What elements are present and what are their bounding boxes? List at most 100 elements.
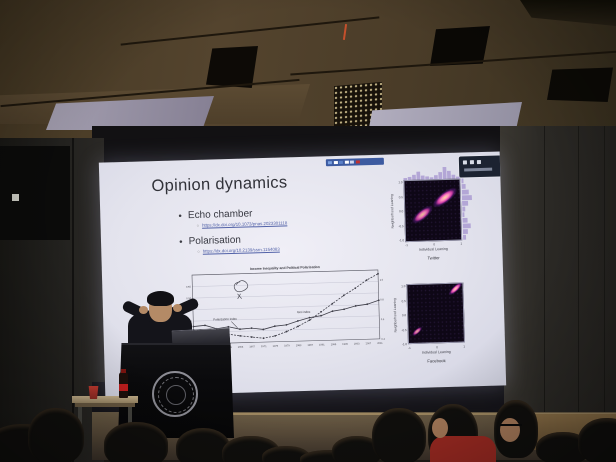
- svg-text:1987: 1987: [307, 344, 313, 347]
- wall-sign: [12, 194, 19, 201]
- density-plot-area: [403, 178, 463, 243]
- speaker-hair: [147, 291, 174, 306]
- stage-edge-highlight: [232, 413, 616, 415]
- density-plot-twitter: Neighborhood Leaning 1.0 0.5 0.0 -0.5 -1…: [389, 166, 476, 280]
- svg-text:1971: 1971: [261, 345, 267, 348]
- tick-label: 1.0: [401, 284, 406, 289]
- bullet-echo-chamber: ● Echo chamber: [178, 208, 252, 221]
- svg-text:0.6: 0.6: [381, 318, 385, 321]
- svg-text:1995: 1995: [331, 343, 337, 346]
- crest-core: [166, 385, 186, 405]
- density-blob: [409, 202, 436, 227]
- svg-text:0.4: 0.4: [381, 338, 385, 341]
- toolbar-close-icon: [355, 160, 360, 164]
- overlay-button-icon: [469, 160, 475, 165]
- tick-label: 0.0: [401, 313, 407, 318]
- tick-label: 0.5: [398, 194, 403, 199]
- tick-label: -0.5: [398, 223, 404, 228]
- density-plot-facebook: Neighborhood Leaning 1.0 0.5 0.0 -0.5 -1…: [392, 278, 478, 370]
- x-axis-label: Individual Leaning: [421, 349, 451, 355]
- audience-head: [262, 446, 310, 462]
- tick-label: 1: [460, 241, 463, 246]
- tick-label: 1.0: [398, 180, 403, 185]
- side-table-top: [72, 396, 138, 403]
- svg-text:Income Inequality and Politica: Income Inequality and Political Polarisa…: [250, 265, 320, 271]
- speaker-hand: [173, 304, 182, 312]
- density-blob: [429, 183, 460, 212]
- bottle-cap: [121, 369, 126, 373]
- glasses-icon: [500, 424, 522, 426]
- svg-text:2007: 2007: [366, 342, 372, 345]
- cola-bottle: [119, 369, 128, 398]
- ceiling-shadow: [520, 0, 616, 26]
- overlay-button-icon: [462, 160, 468, 165]
- university-crest: [152, 371, 198, 417]
- audience-head: [578, 418, 616, 462]
- side-table-apron: [75, 403, 135, 407]
- svg-text:1983: 1983: [296, 344, 302, 347]
- right-wall: [500, 126, 616, 422]
- wall-seam: [544, 126, 545, 422]
- toolbar-segment-icon: [327, 160, 332, 165]
- bullet-sublink-row: ○ https://dx.doi.org/10.1073/pnas.202330…: [197, 220, 288, 228]
- x-axis-label: Individual Leaning: [418, 246, 448, 252]
- svg-text:1991: 1991: [319, 343, 325, 346]
- speaker-hand: [139, 306, 148, 314]
- tick-label: -1.0: [401, 342, 408, 347]
- slide-title: Opinion dynamics: [151, 173, 288, 196]
- toolbar-segment-icon: [349, 160, 354, 164]
- svg-text:2003: 2003: [354, 342, 360, 345]
- mini-browser-toolbar: [325, 157, 384, 167]
- svg-text:0.8: 0.8: [380, 298, 384, 301]
- tick-label: 1: [463, 344, 466, 349]
- tick-label: -0.5: [401, 327, 407, 332]
- audience-head: [176, 428, 230, 462]
- tick-label: -1: [405, 243, 408, 248]
- audience-head: [28, 408, 84, 462]
- svg-text:Gini index: Gini index: [297, 310, 311, 314]
- hanging-cable: [342, 23, 348, 41]
- audience-head: [104, 422, 168, 462]
- tick-label: 0.0: [399, 209, 404, 214]
- cola-label: [119, 384, 128, 391]
- svg-text:1975: 1975: [273, 345, 279, 348]
- toolbar-segment-icon: [338, 160, 343, 165]
- ceiling-vent: [547, 67, 613, 102]
- svg-text:1967: 1967: [249, 345, 255, 348]
- bullet-label: Echo chamber: [187, 208, 253, 222]
- marginal-histogram-right: [461, 178, 472, 240]
- audience-face: [500, 418, 520, 442]
- wall-seam: [72, 138, 74, 462]
- plot-caption: Facebook: [427, 358, 446, 364]
- density-blob: [446, 280, 464, 298]
- ceiling-seam: [120, 16, 380, 46]
- svg-text:2011: 2011: [377, 342, 383, 345]
- density-blob: [410, 325, 424, 338]
- tick-label: 0.5: [401, 298, 406, 303]
- density-plot-area: [406, 280, 465, 345]
- doi-link: https://dx.doi.org/10.2139/ssrn.1154083: [202, 246, 280, 254]
- bullet-label: Polarisation: [188, 234, 242, 248]
- sub-bullet-icon: ○: [197, 248, 200, 254]
- svg-text:1963: 1963: [238, 346, 244, 349]
- wall-seam: [578, 126, 579, 422]
- ceiling-vent: [206, 46, 258, 88]
- doi-link: https://dx.doi.org/10.1073/pnas.20233011…: [201, 220, 288, 228]
- tick-label: -1: [408, 346, 411, 351]
- tick-label: 0: [436, 345, 438, 350]
- tick-label: -1.0: [398, 238, 405, 243]
- svg-text:1999: 1999: [342, 343, 348, 346]
- plot-caption: Twitter: [427, 255, 440, 261]
- audience-head: [372, 408, 426, 462]
- svg-text:1.0: 1.0: [380, 279, 384, 282]
- bullet-polarisation: ● Polarisation: [179, 235, 241, 248]
- overlay-button-icon: [476, 159, 481, 165]
- toolbar-segment-icon: [333, 160, 338, 165]
- crest-ring: [158, 377, 194, 413]
- red-cup: [88, 386, 99, 399]
- toolbar-segment-icon: [344, 160, 349, 165]
- bullet-dot-icon: ●: [178, 238, 183, 245]
- side-door: [0, 146, 70, 240]
- tick-label: 0: [433, 242, 436, 247]
